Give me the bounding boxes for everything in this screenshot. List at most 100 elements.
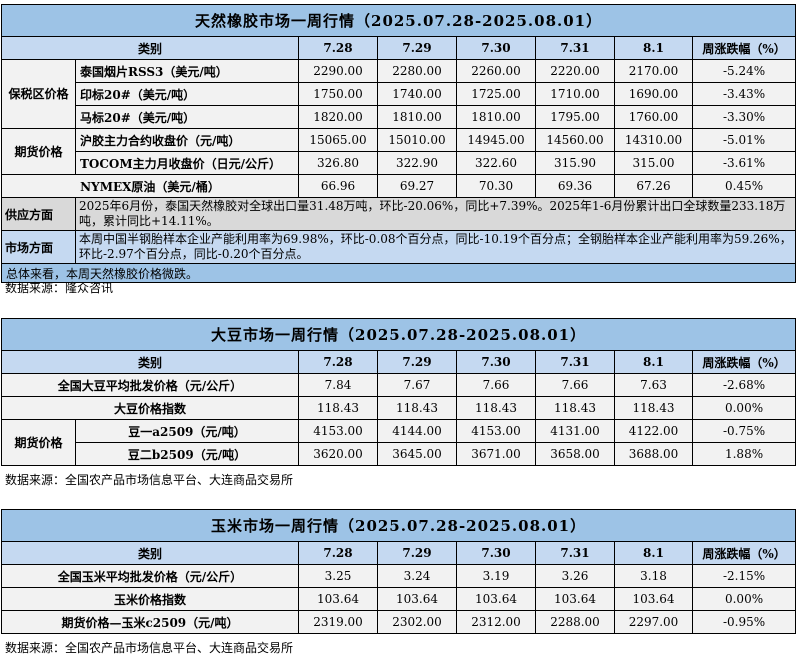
- header-cell: 7.28: [298, 36, 378, 60]
- header-cell: 7.31: [535, 36, 615, 60]
- header-category: 类别: [1, 541, 299, 565]
- change-cell: -0.95%: [691, 610, 797, 634]
- table-row: TOCOM主力月收盘价（日元/公斤） 326.80 322.90 322.60 315.…: [2, 151, 797, 175]
- table-title-row: 玉米市场一周行情（2025.07.28-2025.08.01）: [0, 509, 797, 542]
- value-cell: 2312.00: [456, 610, 536, 634]
- value-cell: 2297.00: [614, 610, 693, 634]
- value-cell: 66.96: [298, 174, 378, 198]
- table-title: 大豆市场一周行情（2025.07.28-2025.08.01）: [0, 318, 797, 351]
- value-cell: 118.43: [377, 396, 457, 420]
- value-cell: 1810.00: [377, 105, 457, 129]
- corn-table: 玉米市场一周行情（2025.07.28-2025.08.01） 类别 7.28 7.2…: [0, 509, 797, 634]
- value-cell: 326.80: [298, 151, 378, 175]
- header-cell: 7.29: [377, 36, 457, 60]
- value-cell: 1710.00: [535, 82, 615, 106]
- value-cell: 2319.00: [298, 610, 378, 634]
- header-cell: 7.30: [456, 36, 536, 60]
- value-cell: 7.84: [298, 373, 378, 397]
- value-cell: 3645.00: [377, 442, 457, 466]
- value-cell: 2170.00: [614, 59, 693, 83]
- table-row: 玉米价格指数 103.64 103.64 103.64 103.64 103.64 0.00…: [1, 587, 797, 611]
- row-label: 期货价格—玉米c2509（元/吨）: [1, 610, 299, 634]
- row-label: TOCOM主力月收盘价（日元/公斤）: [75, 151, 299, 175]
- value-cell: 103.64: [298, 587, 378, 611]
- table-row: NYMEX原油（美元/桶） 66.96 69.27 70.30 69.36 67.26 0.…: [1, 174, 797, 198]
- value-cell: 7.66: [535, 373, 615, 397]
- value-cell: 14560.00: [535, 128, 615, 152]
- value-cell: 4131.00: [535, 419, 615, 443]
- value-cell: 2220.00: [535, 59, 615, 83]
- value-cell: 67.26: [614, 174, 693, 198]
- value-cell: 1725.00: [456, 82, 536, 106]
- table-row: 保税区价格 泰国烟片RSS3（美元/吨） 2290.00 2280.00 2260.00…: [1, 59, 797, 129]
- header-cell: 8.1: [614, 36, 693, 60]
- value-cell: 3658.00: [535, 442, 615, 466]
- value-cell: 118.43: [614, 396, 693, 420]
- change-cell: 0.00%: [691, 587, 797, 611]
- value-cell: 4144.00: [377, 419, 457, 443]
- table-row: 豆二b2509（元/吨） 3620.00 3645.00 3671.00 3658.00…: [2, 442, 797, 466]
- row-label: 沪胶主力合约收盘价（元/吨）: [75, 128, 299, 152]
- header-category: 类别: [1, 350, 299, 374]
- value-cell: 118.43: [456, 396, 536, 420]
- value-cell: 2260.00: [456, 59, 536, 83]
- row-label: 印标20#（美元/吨）: [75, 82, 299, 106]
- value-cell: 3.24: [377, 564, 457, 588]
- value-cell: 69.36: [535, 174, 615, 198]
- table-row: 全国玉米平均批发价格（元/公斤） 3.25 3.24 3.19 3.26 3.18 -2.1…: [1, 564, 797, 588]
- group-label: 期货价格: [1, 128, 76, 175]
- table-row: 马标20#（美元/吨） 1820.00 1810.00 1810.00 1795.00 1…: [2, 105, 797, 129]
- change-cell: -5.24%: [691, 59, 797, 83]
- summary-row: 总体来看，本周天然橡胶价格微跌。: [0, 263, 797, 283]
- value-cell: 4122.00: [614, 419, 693, 443]
- header-cell: 7.31: [535, 350, 615, 374]
- value-cell: 118.43: [535, 396, 615, 420]
- supply-row: 供应方面 2025年6月份，泰国天然橡胶对全球出口量31.48万吨，环比-20.0…: [1, 197, 797, 231]
- row-label: 马标20#（美元/吨）: [75, 105, 299, 129]
- change-cell: -2.15%: [691, 564, 797, 588]
- value-cell: 7.66: [456, 373, 536, 397]
- header-category: 类别: [1, 36, 299, 60]
- soybean-table: 大豆市场一周行情（2025.07.28-2025.08.01） 类别 7.28 7.2…: [0, 318, 797, 466]
- header-cell: 周涨跌幅（%）: [691, 36, 797, 60]
- value-cell: 315.90: [535, 151, 615, 175]
- value-cell: 7.67: [377, 373, 457, 397]
- header-row: 类别 7.28 7.29 7.30 7.31 8.1 周涨跌幅（%）: [1, 541, 797, 565]
- table-row: 全国大豆平均批发价格（元/公斤） 7.84 7.67 7.66 7.66 7.63 -2.6…: [1, 373, 797, 397]
- change-cell: -3.61%: [691, 151, 797, 175]
- value-cell: 1760.00: [614, 105, 693, 129]
- value-cell: 1795.00: [535, 105, 615, 129]
- table-title-row: 天然橡胶市场一周行情（2025.07.28-2025.08.01）: [0, 4, 797, 37]
- header-cell: 7.30: [456, 541, 536, 565]
- supply-text: 2025年6月份，泰国天然橡胶对全球出口量31.48万吨，环比-20.06%，同…: [74, 197, 797, 231]
- change-cell: -3.30%: [691, 105, 797, 129]
- header-cell: 7.30: [456, 350, 536, 374]
- supply-label: 供应方面: [1, 197, 76, 231]
- value-cell: 103.64: [456, 587, 536, 611]
- table-row: 期货价格—玉米c2509（元/吨） 2319.00 2302.00 2312.00 22…: [1, 610, 797, 634]
- change-cell: 0.45%: [691, 174, 797, 198]
- group-label: 保税区价格: [1, 59, 76, 129]
- table-row: 期货价格 豆一a2509（元/吨） 4153.00 4144.00 4153.00 413…: [1, 419, 797, 466]
- value-cell: 1750.00: [298, 82, 378, 106]
- change-cell: -2.68%: [691, 373, 797, 397]
- market-row: 市场方面 本周中国半钢胎样本企业产能利用率为69.98%，环比-0.08个百分点，…: [1, 230, 797, 264]
- row-label: 玉米价格指数: [1, 587, 299, 611]
- header-cell: 7.28: [298, 350, 378, 374]
- row-label: 泰国烟片RSS3（美元/吨）: [75, 59, 299, 83]
- value-cell: 14945.00: [456, 128, 536, 152]
- value-cell: 2288.00: [535, 610, 615, 634]
- change-cell: 0.00%: [691, 396, 797, 420]
- table-row: 印标20#（美元/吨） 1750.00 1740.00 1725.00 1710.00 1…: [2, 82, 797, 106]
- value-cell: 103.64: [377, 587, 457, 611]
- summary-text: 总体来看，本周天然橡胶价格微跌。: [0, 263, 797, 283]
- market-label: 市场方面: [1, 230, 76, 264]
- value-cell: 315.00: [614, 151, 693, 175]
- value-cell: 7.63: [614, 373, 693, 397]
- header-row: 类别 7.28 7.29 7.30 7.31 8.1 周涨跌幅（%）: [1, 36, 797, 60]
- value-cell: 3688.00: [614, 442, 693, 466]
- row-label: 全国大豆平均批发价格（元/公斤）: [1, 373, 299, 397]
- value-cell: 1690.00: [614, 82, 693, 106]
- value-cell: 3.25: [298, 564, 378, 588]
- value-cell: 2302.00: [377, 610, 457, 634]
